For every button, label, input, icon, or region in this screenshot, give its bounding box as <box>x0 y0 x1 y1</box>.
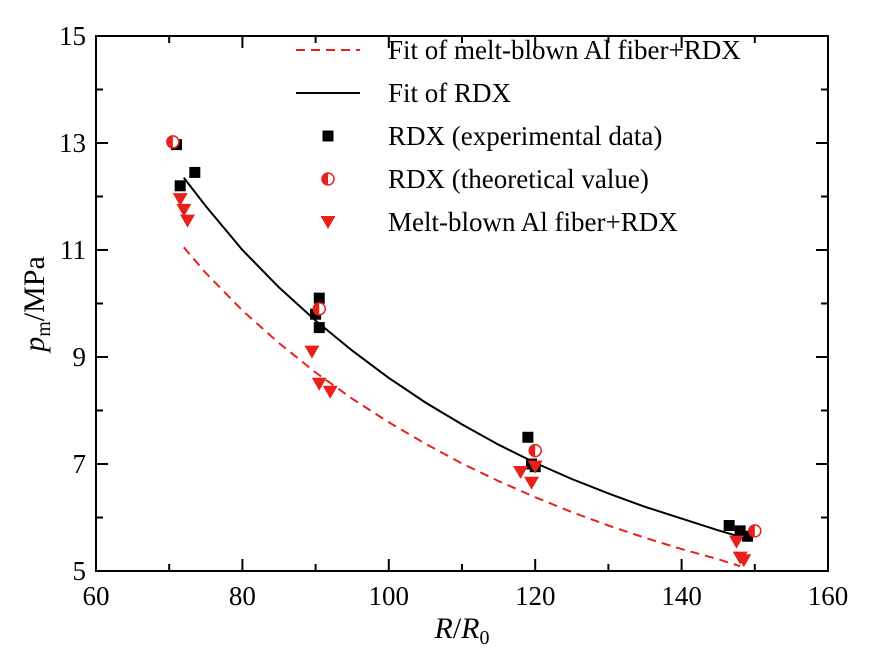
data-point-series-2 <box>313 292 325 304</box>
data-point-series-4 <box>524 476 540 490</box>
x-axis-label-main: R <box>434 612 453 645</box>
x-tick-label: 120 <box>515 581 556 611</box>
data-point-series-4 <box>322 385 338 399</box>
legend-swatch-marker <box>321 172 335 186</box>
y-tick-label: 13 <box>59 128 86 158</box>
y-axis-label: pm/MPa <box>18 256 55 354</box>
x-tick-label: 80 <box>229 581 256 611</box>
legend-item: RDX (theoretical value) <box>321 164 649 194</box>
data-point-series-4 <box>736 554 752 568</box>
data-point-series-4 <box>311 377 327 391</box>
axis-ticks <box>95 35 829 572</box>
legend: Fit of melt-blown Al fiber+RDX Fit of RDX… <box>296 35 741 237</box>
legend-label: RDX (experimental data) <box>388 121 662 151</box>
half-circle-fill <box>529 444 536 457</box>
data-point-series-4 <box>176 203 192 217</box>
data-point-series-2 <box>723 520 735 532</box>
data-point-series-4 <box>180 214 195 228</box>
fit-lines <box>183 177 748 568</box>
y-tick-label: 5 <box>73 556 87 586</box>
legend-label: RDX (theoretical value) <box>388 164 649 194</box>
data-point-series-4 <box>172 193 188 207</box>
data-point-series-2 <box>734 525 746 537</box>
data-point-series-2 <box>174 180 186 192</box>
legend-label: Fit of melt-blown Al fiber+RDX <box>388 35 741 65</box>
x-tick-label: 100 <box>369 581 410 611</box>
y-tick-label: 11 <box>60 235 86 265</box>
series-line-0 <box>183 246 741 568</box>
x-tick-label: 140 <box>661 581 702 611</box>
x-axis-label-main2: R <box>460 612 479 645</box>
y-axis-label-main: p <box>18 337 51 354</box>
legend-item: RDX (experimental data) <box>322 121 662 151</box>
y-tick-label: 7 <box>73 449 87 479</box>
half-circle-fill <box>166 135 173 148</box>
data-point-series-4 <box>527 460 543 474</box>
y-tick-label: 9 <box>73 342 87 372</box>
data-point-series-3 <box>528 443 542 458</box>
half-circle-fill <box>748 524 755 537</box>
legend-label: Melt-blown Al fiber+RDX <box>388 207 678 237</box>
data-point-series-3 <box>312 302 327 316</box>
x-tick-label: 160 <box>808 581 849 611</box>
half-circle-fill <box>313 302 320 315</box>
y-axis-label-sub: m <box>33 321 55 337</box>
data-point-series-2 <box>741 530 753 542</box>
data-point-series-2 <box>313 322 325 334</box>
x-axis-label-sep: / <box>453 612 462 645</box>
y-tick-label: 15 <box>59 21 86 51</box>
x-axis-label: R/R0 <box>434 612 490 649</box>
legend-item: Melt-blown Al fiber+RDX <box>320 207 678 237</box>
data-markers <box>166 135 762 568</box>
x-axis-label-sub: 0 <box>480 627 490 649</box>
legend-item: Fit of RDX <box>296 78 512 108</box>
plot-frame <box>95 35 829 572</box>
data-point-series-3 <box>748 524 762 538</box>
tick-labels: 60 80 100 120 140 160 5 7 9 11 13 15 <box>59 21 848 611</box>
data-point-series-4 <box>729 535 744 549</box>
data-point-series-4 <box>513 466 529 480</box>
legend-label: Fit of RDX <box>388 78 512 108</box>
data-point-series-4 <box>304 345 320 359</box>
data-point-series-3 <box>166 135 180 149</box>
data-point-series-2 <box>189 166 201 178</box>
legend-item: Fit of melt-blown Al fiber+RDX <box>296 35 741 65</box>
half-circle-fill <box>322 173 328 185</box>
x-tick-label: 60 <box>83 581 110 611</box>
data-point-series-2 <box>522 431 534 443</box>
y-axis-label-unit: /MPa <box>18 256 51 321</box>
legend-swatch-marker <box>322 130 334 142</box>
series-line-1 <box>183 177 748 540</box>
legend-swatch-marker <box>320 216 336 229</box>
